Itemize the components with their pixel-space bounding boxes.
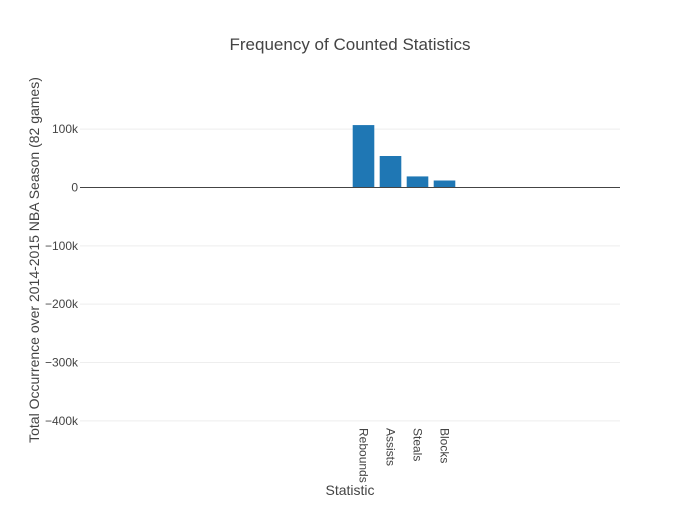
x-tick-label: Blocks — [438, 428, 452, 463]
y-axis-title: Total Occurrence over 2014-2015 NBA Seas… — [26, 77, 42, 443]
x-tick-labels: Rebounds Assists Steals Blocks — [357, 428, 452, 483]
x-axis-title: Statistic — [325, 482, 374, 498]
bar-steals[interactable] — [407, 176, 429, 187]
y-tick-label: −200k — [45, 297, 79, 311]
y-tick-label: −300k — [45, 356, 79, 370]
x-tick-label: Assists — [384, 428, 398, 466]
chart-title: Frequency of Counted Statistics — [230, 35, 471, 54]
bar-assists[interactable] — [380, 156, 402, 188]
y-tick-label: −100k — [45, 239, 79, 253]
gridlines — [80, 129, 620, 421]
y-tick-label: −400k — [45, 414, 79, 428]
bar-blocks[interactable] — [434, 181, 456, 188]
x-tick-label: Steals — [411, 428, 425, 461]
y-tick-label: 0 — [71, 181, 78, 195]
bars — [353, 125, 456, 187]
x-tick-label: Rebounds — [357, 428, 371, 483]
y-tick-label: 100k — [52, 122, 79, 136]
bar-rebounds[interactable] — [353, 125, 375, 187]
y-tick-labels: 100k 0 −100k −200k −300k −400k — [45, 122, 79, 428]
